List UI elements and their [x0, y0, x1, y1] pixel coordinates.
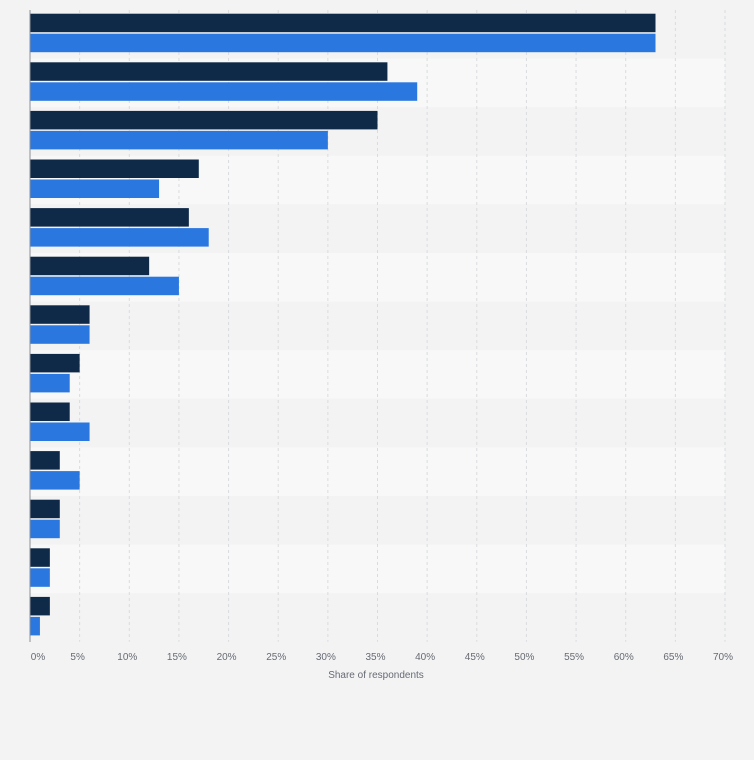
bar-series-2-row-8[interactable] — [30, 373, 70, 393]
bar-series-1-row-1[interactable] — [30, 13, 656, 33]
bar-series-1-row-12[interactable] — [30, 548, 50, 567]
row-band — [30, 350, 725, 399]
bar-series-1-row-13[interactable] — [30, 596, 50, 616]
bar-series-1-row-10[interactable] — [30, 451, 60, 470]
bar-series-2-row-2[interactable] — [30, 82, 418, 101]
x-tick-label: 20% — [217, 652, 237, 663]
bar-series-2-row-5[interactable] — [30, 228, 209, 247]
bar-series-2-row-1[interactable] — [30, 33, 656, 53]
bar-series-2-row-6[interactable] — [30, 276, 179, 296]
bar-series-1-row-6[interactable] — [30, 256, 150, 276]
bar-series-2-row-7[interactable] — [30, 325, 90, 344]
bar-series-1-row-7[interactable] — [30, 305, 90, 324]
bar-series-1-row-8[interactable] — [30, 353, 80, 373]
x-tick-label: 10% — [117, 652, 137, 663]
bar-series-1-row-2[interactable] — [30, 62, 388, 81]
bar-series-1-row-11[interactable] — [30, 499, 60, 519]
x-tick-label: 25% — [266, 652, 286, 663]
bar-series-2-row-4[interactable] — [30, 179, 160, 199]
x-tick-label: 15% — [167, 652, 187, 663]
x-axis-ticks: 0% 5% 10% 15% 20% 25% 30% 35% 40% 45% 50% 55% 60% 65%… — [31, 652, 733, 663]
bar-series-2-row-11[interactable] — [30, 519, 60, 539]
bar-series-2-row-9[interactable] — [30, 422, 90, 442]
x-tick-label: 60% — [614, 652, 634, 663]
x-tick-label: 50% — [514, 652, 534, 663]
bar-series-2-row-12[interactable] — [30, 568, 50, 587]
bar-series-2-row-10[interactable] — [30, 471, 80, 490]
x-tick-label: 30% — [316, 652, 336, 663]
row-bands — [30, 10, 725, 642]
bar-series-2-row-3[interactable] — [30, 130, 328, 150]
bar-series-1-row-3[interactable] — [30, 110, 378, 130]
x-tick-label: 45% — [465, 652, 485, 663]
x-tick-label: 35% — [365, 652, 385, 663]
x-tick-label: 5% — [70, 652, 85, 663]
x-tick-label: 65% — [663, 652, 683, 663]
bar-series-1-row-9[interactable] — [30, 402, 70, 422]
bars — [30, 13, 656, 636]
bar-series-1-row-4[interactable] — [30, 159, 199, 179]
x-tick-label: 0% — [31, 652, 46, 663]
x-tick-label: 40% — [415, 652, 435, 663]
bar-series-1-row-5[interactable] — [30, 208, 189, 227]
x-tick-label: 70% — [713, 652, 733, 663]
x-axis-title: Share of respondents — [328, 670, 424, 681]
x-tick-label: 55% — [564, 652, 584, 663]
bar-series-2-row-13[interactable] — [30, 616, 40, 636]
